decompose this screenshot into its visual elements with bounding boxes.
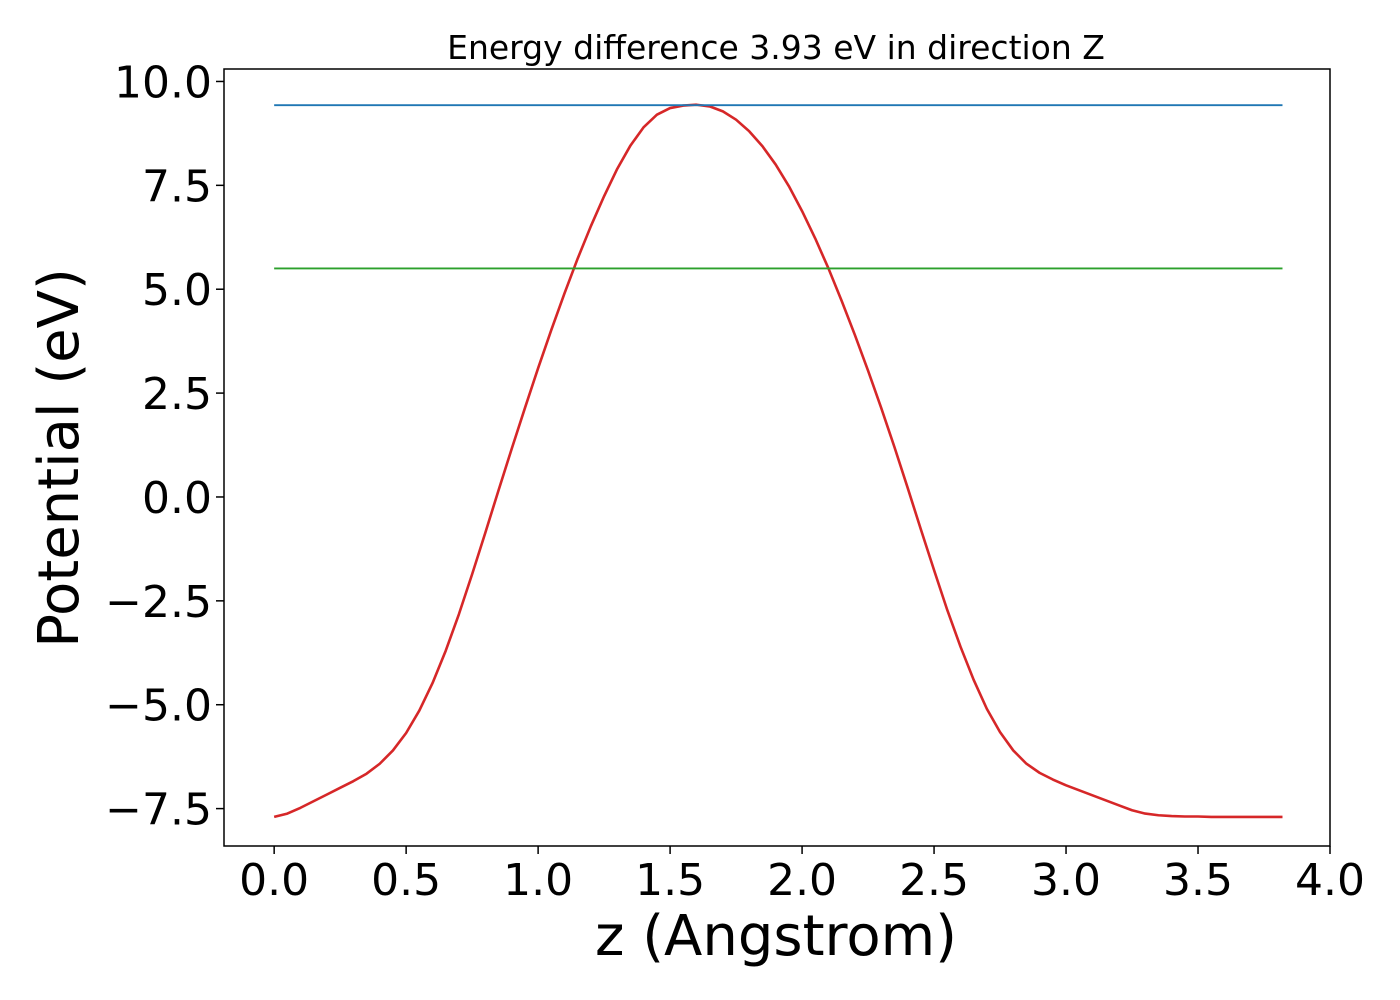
x-tick-label: 4.0 bbox=[1295, 855, 1365, 906]
series-line-1 bbox=[273, 103, 1283, 819]
x-tick-label: 0.0 bbox=[239, 855, 309, 906]
y-tick-label: −2.5 bbox=[105, 577, 212, 628]
x-tick-label: 1.5 bbox=[635, 855, 705, 906]
y-tick-label: 0.0 bbox=[142, 473, 212, 524]
x-axis-label: z (Angstrom) bbox=[595, 904, 957, 969]
y-tick-label: 7.5 bbox=[142, 161, 212, 212]
plot-series bbox=[273, 103, 1283, 819]
x-axis-ticks: 0.0 0.5 1.0 1.5 2.0 2.5 3.0 3.5 4.0 bbox=[239, 846, 1365, 906]
y-tick-label: −7.5 bbox=[105, 785, 212, 836]
y-tick-label: 5.0 bbox=[142, 265, 212, 316]
x-tick-label: 3.5 bbox=[1163, 855, 1233, 906]
x-tick-label: 2.0 bbox=[767, 855, 837, 906]
y-axis-label: Potential (eV) bbox=[27, 268, 92, 648]
x-tick-label: 0.5 bbox=[371, 855, 441, 906]
x-tick-label: 1.0 bbox=[503, 855, 573, 906]
chart-title: Energy difference 3.93 eV in direction Z bbox=[447, 28, 1105, 67]
x-tick-label: 3.0 bbox=[1031, 855, 1101, 906]
plot-frame bbox=[223, 68, 1331, 847]
y-tick-label: 2.5 bbox=[142, 369, 212, 420]
y-tick-label: 10.0 bbox=[114, 57, 212, 108]
x-tick-label: 2.5 bbox=[899, 855, 969, 906]
y-axis-ticks: −7.5 −5.0 −2.5 0.0 2.5 5.0 7.5 10.0 bbox=[105, 57, 224, 836]
y-tick-label: −5.0 bbox=[105, 681, 212, 732]
